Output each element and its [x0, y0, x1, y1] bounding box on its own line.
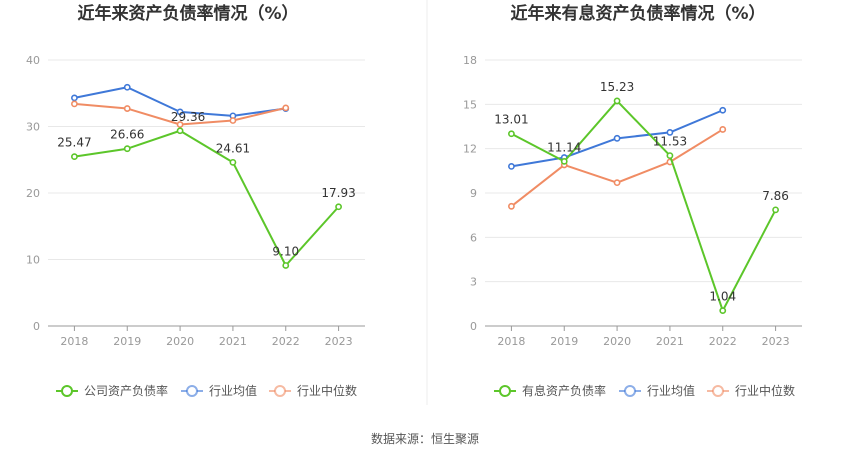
chart2-series-2-point	[719, 106, 727, 114]
chart1-data-label: 17.93	[321, 186, 355, 200]
chart2-x-tick-label: 2021	[656, 335, 684, 348]
chart2-legend-label: 有息资产负债率	[522, 383, 606, 398]
chart1-x-tick-label: 2018	[60, 335, 88, 348]
chart2-series-2-point	[613, 134, 621, 142]
chart2-series-1-point	[613, 97, 621, 105]
chart1-series-1-point	[282, 262, 290, 269]
chart2-series-2-point	[666, 129, 674, 136]
chart1-x-tick-label: 2020	[166, 335, 194, 348]
chart2-series-line-1	[510, 99, 777, 312]
chart2-y-tick-label: 18	[463, 54, 477, 67]
chart1-series-3-point	[71, 100, 78, 108]
chart2-data-label: 1.04	[709, 290, 736, 304]
chart2-legend-marker-dot	[499, 385, 511, 397]
chart1-series-1-point	[229, 158, 237, 166]
chart2-y-tick-label: 3	[470, 276, 477, 289]
chart1-y-tick-label: 30	[26, 121, 40, 134]
chart1-series-3-point	[176, 121, 184, 128]
chart2-y-tick-label: 9	[470, 187, 477, 200]
chart1-series-2-point	[176, 108, 184, 116]
chart1-series-1-point	[335, 203, 342, 211]
chart1-series-1-point	[71, 153, 78, 161]
chart2-series-1-point	[719, 307, 727, 315]
chart1-data-label: 24.61	[216, 141, 250, 155]
data-source-label: 数据来源：恒生聚源	[371, 431, 479, 446]
chart1-legend-label: 行业中位数	[297, 383, 357, 398]
chart2-series-2-point	[508, 162, 515, 170]
chart2-series-3-point	[719, 126, 727, 133]
chart1-y-tick-label: 0	[33, 320, 40, 333]
chart1-legend-label: 行业均值	[209, 383, 257, 398]
chart2-series-1-point	[772, 206, 779, 214]
chart2-data-label: 15.23	[600, 80, 634, 94]
chart1-y-tick-label: 20	[26, 187, 40, 200]
chart1-data-label: 26.66	[110, 128, 144, 142]
chart1-data-label: 25.47	[57, 136, 91, 150]
chart2-data-label: 13.01	[494, 113, 528, 127]
chart2-series-1-point	[560, 157, 568, 165]
chart2-x-tick-label: 2018	[497, 335, 525, 348]
chart1-legend-label: 公司资产负债率	[84, 383, 168, 398]
chart1-title: 近年来资产负债率情况（%）	[77, 3, 298, 24]
chart1-x-tick-label: 2022	[272, 335, 300, 348]
chart1-data-label: 9.10	[272, 244, 299, 258]
chart2-legend-label: 行业中位数	[735, 383, 795, 398]
chart1-data-label: 29.36	[171, 110, 205, 124]
chart2-title: 近年来有息资产负债率情况（%）	[510, 3, 765, 24]
chart1-x-tick-label: 2023	[325, 335, 353, 348]
chart2-legend-marker-dot	[712, 385, 724, 397]
chart1-series-1-point	[123, 145, 131, 153]
chart1-x-tick-label: 2019	[113, 335, 141, 348]
chart2-legend-marker-dot	[624, 385, 636, 397]
chart1-series-3-point	[229, 117, 237, 124]
chart2-y-tick-label: 6	[470, 231, 477, 244]
chart2-x-tick-label: 2023	[762, 335, 790, 348]
chart1-y-tick-label: 40	[26, 54, 40, 67]
chart1-y-tick-label: 10	[26, 254, 40, 267]
chart2-x-tick-label: 2020	[603, 335, 631, 348]
chart2-series-1-point	[508, 130, 515, 138]
chart1-series-3-point	[282, 104, 290, 112]
chart1-series-2-point	[71, 94, 78, 102]
chart2-x-tick-label: 2022	[709, 335, 737, 348]
chart1-legend-marker-dot	[186, 385, 198, 397]
chart2-series-3-point	[508, 202, 515, 210]
chart2-y-tick-label: 12	[463, 143, 477, 156]
chart2-data-label: 11.53	[653, 135, 687, 149]
chart2-y-tick-label: 15	[463, 98, 477, 111]
chart1-x-tick-label: 2021	[219, 335, 247, 348]
chart2-series-1-point	[666, 152, 674, 160]
chart2-data-label: 11.14	[547, 140, 581, 154]
chart2-series-3-point	[613, 179, 621, 187]
chart1-series-3-point	[123, 105, 131, 112]
chart1-legend-marker-dot	[61, 385, 73, 397]
chart2-y-tick-label: 0	[470, 320, 477, 333]
chart2-data-label: 7.86	[762, 189, 789, 203]
chart1-legend-marker-dot	[274, 385, 286, 397]
chart1-series-line-1	[74, 129, 340, 267]
chart1-series-2-point	[123, 83, 131, 91]
chart1-series-1-point	[176, 127, 184, 135]
chart2-legend-label: 行业均值	[647, 383, 695, 398]
chart2-x-tick-label: 2019	[550, 335, 578, 348]
